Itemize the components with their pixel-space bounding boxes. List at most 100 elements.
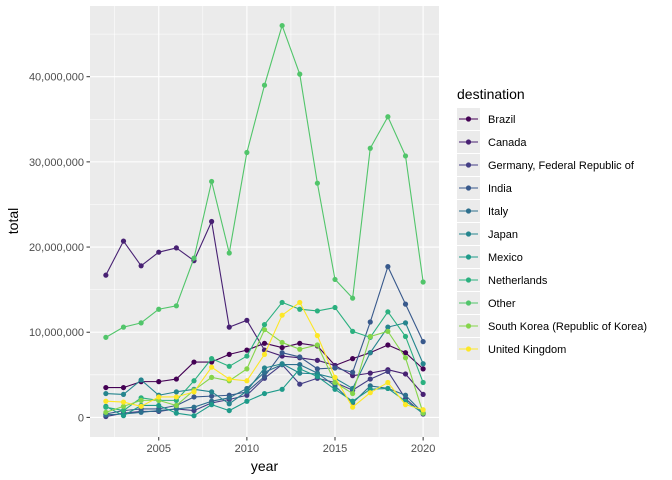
legend-key-point — [465, 346, 472, 352]
legend-item-italy: Italy — [457, 200, 509, 222]
data-point-netherlands — [226, 363, 232, 369]
data-point-india — [350, 369, 356, 375]
data-point-united-kingdom — [279, 312, 285, 318]
data-point-netherlands — [103, 404, 109, 410]
legend-label: Mexico — [488, 252, 523, 264]
data-point-other — [226, 250, 232, 256]
data-point-netherlands — [209, 356, 215, 362]
data-point-united-kingdom — [332, 374, 338, 380]
data-point-italy — [261, 369, 268, 375]
data-point-other — [138, 320, 144, 326]
data-point-south-korea-republic-of-korea — [173, 402, 179, 409]
data-point-other — [156, 306, 162, 312]
legend-item-mexico: Mexico — [457, 246, 523, 268]
data-point-south-korea-republic-of-korea — [120, 403, 127, 409]
data-point-netherlands — [332, 304, 338, 311]
legend-key-point — [465, 254, 472, 260]
data-point-canada — [120, 238, 127, 244]
data-point-united-kingdom — [156, 394, 162, 400]
data-point-other — [314, 180, 320, 186]
data-point-canada — [156, 249, 162, 255]
data-point-canada — [138, 263, 144, 269]
data-point-mexico — [244, 398, 250, 404]
data-point-brazil — [173, 376, 179, 382]
legend-item-brazil: Brazil — [457, 108, 516, 130]
data-point-other — [120, 324, 127, 330]
data-point-netherlands — [297, 306, 303, 312]
legend-key-point — [465, 208, 472, 214]
data-point-south-korea-republic-of-korea — [138, 397, 144, 403]
data-point-japan — [244, 388, 250, 394]
y-tick-label: 20,000,000 — [29, 242, 84, 254]
data-point-japan — [385, 324, 391, 330]
data-point-mexico — [173, 410, 179, 416]
data-point-japan — [297, 370, 303, 376]
y-tick-label: 10,000,000 — [29, 327, 84, 339]
data-point-brazil — [297, 340, 303, 346]
data-point-brazil — [226, 351, 232, 357]
data-point-united-kingdom — [226, 376, 232, 382]
data-point-brazil — [420, 366, 426, 372]
data-point-south-korea-republic-of-korea — [244, 366, 250, 372]
data-point-other — [297, 71, 303, 77]
legend-key-point — [465, 231, 472, 237]
data-point-germany-federal-republic-of — [367, 376, 373, 382]
data-point-united-kingdom — [120, 399, 127, 405]
legend: destination Brazil Canada Germany, Federal… — [457, 86, 647, 360]
data-point-japan — [173, 389, 179, 395]
data-point-japan — [279, 361, 285, 367]
data-point-mexico — [297, 366, 303, 372]
legend-label: Germany, Federal Republic of — [488, 160, 635, 172]
legend-key-point — [465, 116, 472, 122]
data-point-japan — [226, 401, 232, 407]
data-point-germany-federal-republic-of — [297, 381, 303, 387]
data-point-other — [209, 178, 215, 185]
data-point-canada — [226, 324, 232, 330]
data-point-japan — [209, 389, 215, 395]
data-point-italy — [138, 409, 144, 415]
data-point-netherlands — [279, 299, 285, 306]
data-point-canada — [244, 317, 250, 323]
data-point-india — [385, 264, 391, 270]
data-point-mexico — [209, 402, 215, 408]
data-point-united-kingdom — [103, 398, 109, 404]
data-point-united-kingdom — [420, 407, 426, 413]
legend-label: India — [488, 183, 513, 195]
data-point-other — [402, 153, 409, 159]
data-point-united-kingdom — [402, 402, 409, 408]
data-point-brazil — [350, 356, 356, 362]
data-point-other — [332, 276, 338, 283]
data-point-south-korea-republic-of-korea — [314, 342, 320, 348]
y-axis: 0 10,000,000 20,000,000 30,000,000 40,000,00… — [29, 72, 90, 424]
panel-background — [90, 6, 439, 437]
data-point-brazil — [156, 379, 162, 385]
data-point-japan — [103, 390, 109, 397]
data-point-italy — [226, 395, 232, 401]
data-point-south-korea-republic-of-korea — [297, 346, 303, 352]
y-tick-label: 0 — [78, 412, 84, 424]
data-point-canada — [103, 272, 109, 278]
legend-label: South Korea (Republic of Korea) — [488, 321, 647, 333]
data-point-india — [314, 366, 320, 372]
data-point-canada — [173, 245, 179, 251]
data-point-other — [367, 145, 373, 151]
legend-item-united-kingdom: United Kingdom — [457, 338, 566, 360]
data-point-netherlands — [385, 309, 391, 315]
data-point-other — [261, 82, 268, 88]
data-point-south-korea-republic-of-korea — [279, 339, 285, 346]
data-point-india — [420, 339, 426, 345]
legend-item-india: India — [457, 177, 513, 199]
data-point-united-kingdom — [173, 394, 179, 400]
data-point-united-kingdom — [350, 404, 356, 410]
data-point-india — [209, 393, 215, 399]
data-point-brazil — [402, 350, 409, 356]
series-other — [103, 22, 426, 340]
data-point-netherlands — [120, 407, 127, 414]
data-point-other — [103, 334, 109, 340]
data-point-india — [332, 365, 338, 371]
data-point-other — [385, 114, 391, 120]
legend-item-netherlands: Netherlands — [457, 269, 548, 291]
data-point-south-korea-republic-of-korea — [103, 409, 109, 415]
data-point-canada — [209, 218, 215, 225]
